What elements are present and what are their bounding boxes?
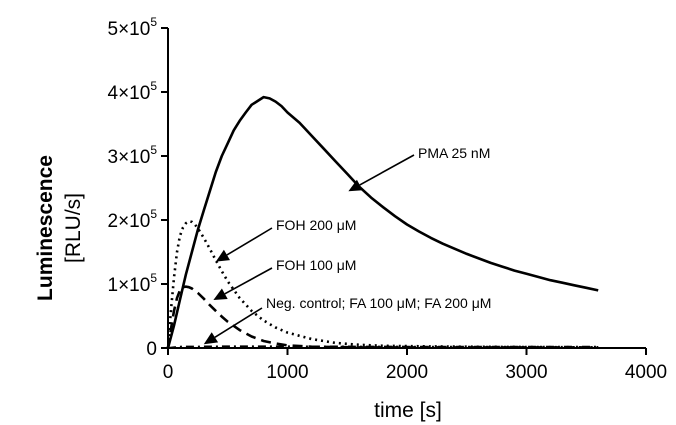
x-tick-label: 0 (163, 362, 174, 383)
series-line-1 (166, 95, 599, 349)
annotation-arrow-line-4 (214, 307, 263, 338)
annotation-arrowhead-2 (215, 249, 230, 262)
x-tick-label: 2000 (386, 362, 428, 383)
annotation-arrowhead-1 (348, 179, 363, 192)
annotation-label-4: Neg. control; FA 100 μM; FA 200 μM (266, 295, 491, 311)
y-tick-label: 2×105 (108, 207, 158, 232)
annotation-arrowhead-4 (203, 332, 219, 345)
y-tick-label: 3×105 (108, 143, 158, 168)
annotation-label-3: FOH 100 μM (276, 257, 356, 273)
x-axis-title: time [s] (374, 399, 442, 422)
annotation-arrow-line-2 (226, 227, 273, 256)
x-tick-label: 3000 (505, 362, 547, 383)
series-line-2 (166, 220, 599, 349)
x-tick-label: 4000 (625, 362, 667, 383)
annotation-label-1: PMA 25 nM (418, 145, 490, 161)
y-axis-title-line2: [RLU/s] (62, 193, 85, 263)
x-axis-ticks: 0 1000 2000 3000 4000 (163, 348, 667, 383)
annotation-arrow-line-1 (359, 154, 415, 186)
series-annotations: PMA 25 nM FOH 200 μM FOH 100 μM Neg. contro… (203, 145, 491, 345)
y-tick-label: 1×105 (108, 271, 158, 296)
series-line-3 (166, 285, 599, 349)
annotation-arrow-line-3 (224, 267, 273, 295)
x-tick-label: 1000 (266, 362, 308, 383)
y-axis-ticks: 0 1×105 2×105 3×105 4×105 5×105 (108, 15, 168, 360)
y-axis-title: Luminescence [RLU/s] (34, 155, 85, 301)
y-tick-label: 4×105 (108, 79, 158, 104)
y-tick-label: 0 (146, 339, 157, 360)
annotation-arrowhead-3 (213, 288, 228, 300)
data-series (166, 95, 599, 349)
y-tick-label: 5×105 (108, 15, 158, 40)
annotation-label-2: FOH 200 μM (276, 217, 356, 233)
y-axis-title-line1: Luminescence (34, 155, 57, 301)
